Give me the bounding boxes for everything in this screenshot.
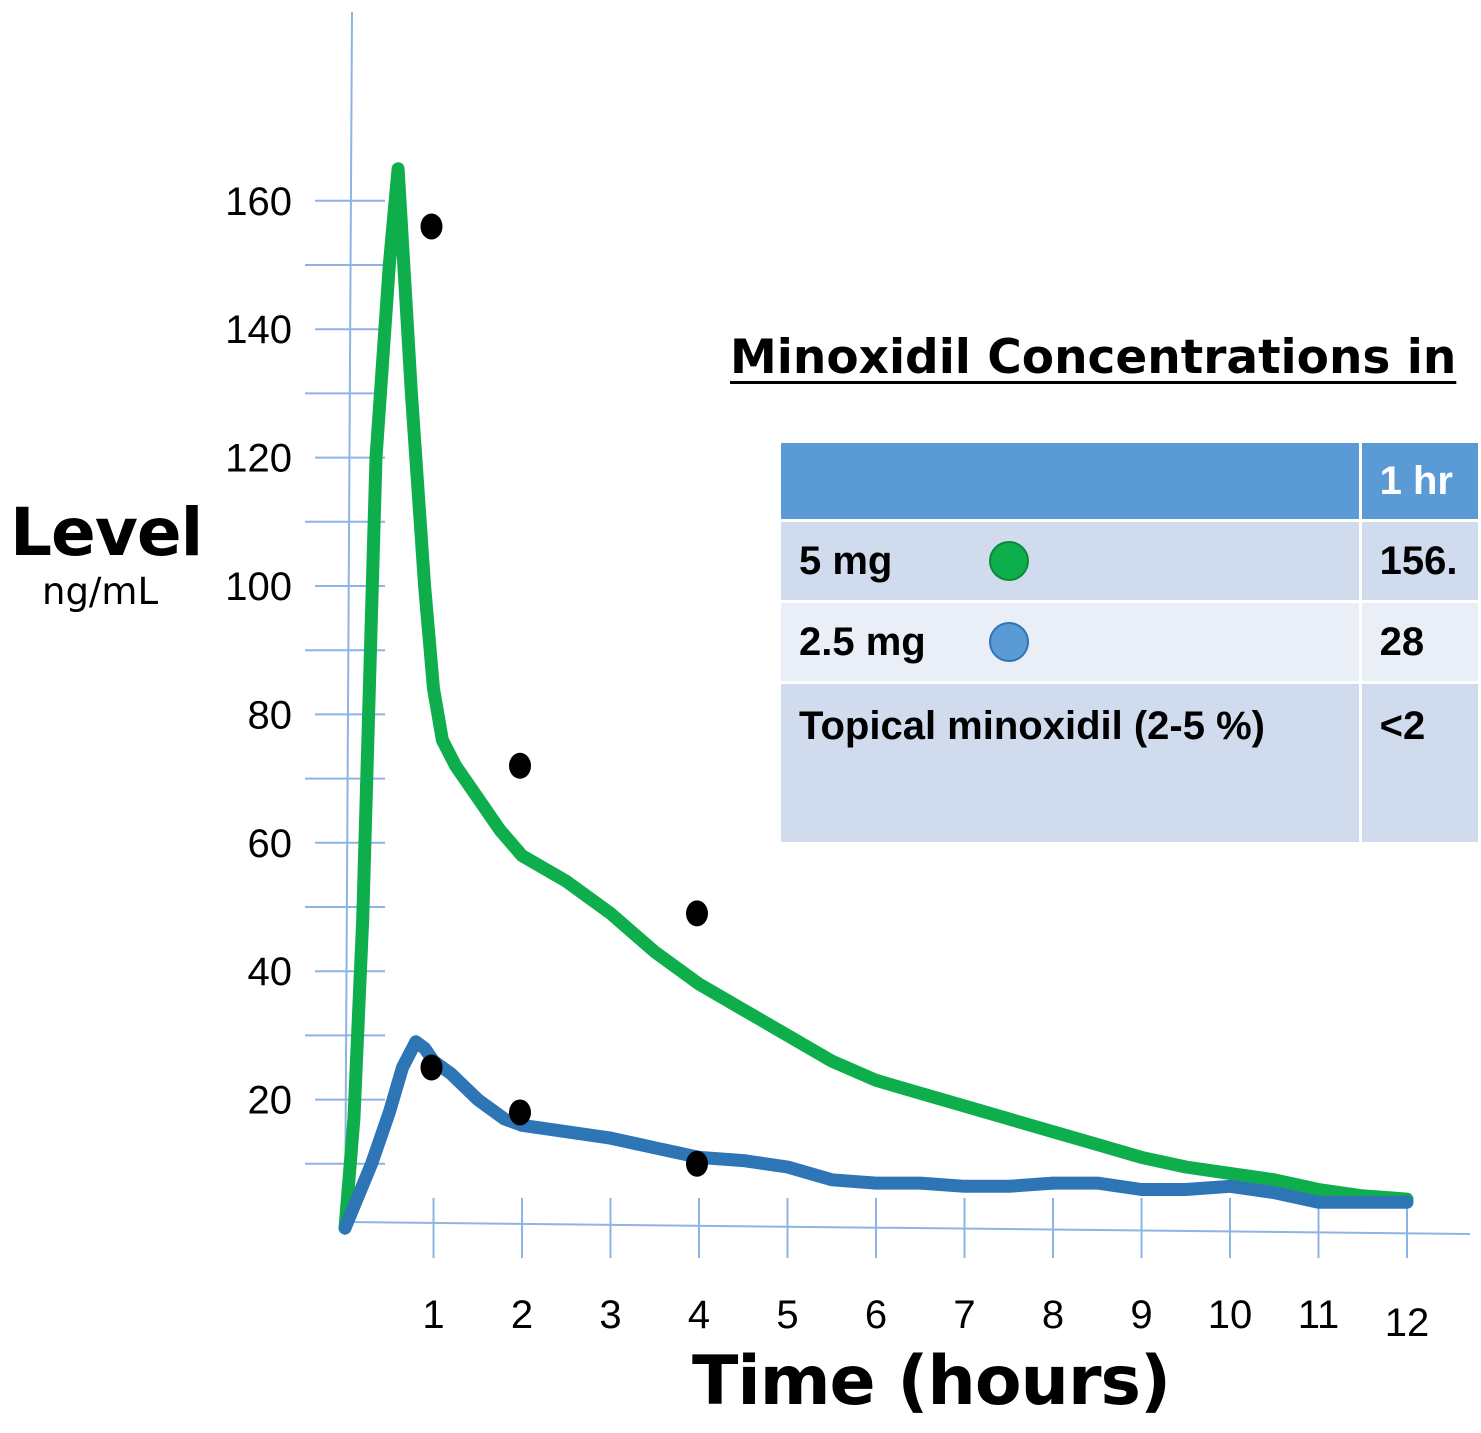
y-tick-label: 120 bbox=[225, 437, 292, 481]
table-row: 2.5 mg 28 bbox=[778, 600, 1481, 684]
chart-measured-points bbox=[420, 213, 708, 1177]
y-axis-line bbox=[344, 11, 353, 1236]
y-axis-label: Level bbox=[10, 494, 203, 571]
measured-point bbox=[686, 1150, 708, 1177]
table-cell-value: <2 bbox=[1358, 681, 1481, 845]
measured-point bbox=[686, 900, 708, 927]
table-title: Minoxidil Concentrations in bbox=[730, 330, 1457, 385]
blue-dot-icon bbox=[989, 622, 1029, 662]
measured-point bbox=[509, 752, 531, 779]
y-axis-unit: ng/mL bbox=[42, 570, 159, 613]
table-cell-value: 28 bbox=[1358, 600, 1481, 684]
y-tick-label: 140 bbox=[225, 308, 292, 352]
table-cell-dose: Topical minoxidil (2-5 %) bbox=[778, 681, 1362, 845]
green-dot-icon bbox=[989, 541, 1029, 581]
measured-point bbox=[509, 1099, 531, 1126]
x-tick-label: 7 bbox=[953, 1293, 975, 1337]
measured-point bbox=[420, 1054, 443, 1081]
x-tick-label: 6 bbox=[865, 1293, 887, 1337]
table-header-row: 1 hr bbox=[778, 440, 1481, 522]
x-tick-label: 10 bbox=[1208, 1293, 1253, 1337]
table-header-dose bbox=[778, 440, 1362, 522]
x-tick-label: 3 bbox=[599, 1293, 621, 1337]
x-tick-label: 11 bbox=[1298, 1293, 1340, 1337]
chart-axes bbox=[344, 11, 1471, 1236]
table-header-1hr: 1 hr bbox=[1358, 440, 1481, 522]
x-tick-label: 9 bbox=[1130, 1293, 1152, 1337]
concentration-table: 1 hr 5 mg 156. 2.5 mg 28 Topical minoxid… bbox=[778, 440, 1481, 845]
series-line-5mg bbox=[338, 162, 1414, 1235]
x-tick-label: 2 bbox=[511, 1293, 533, 1337]
series-line-2-5mg bbox=[338, 1035, 1414, 1235]
y-tick-label: 80 bbox=[248, 693, 293, 737]
chart-series bbox=[338, 162, 1414, 1235]
table-row: 5 mg 156. bbox=[778, 519, 1481, 603]
y-tick-label: 160 bbox=[225, 180, 292, 224]
x-tick-label: 5 bbox=[776, 1293, 798, 1337]
x-tick-label: 8 bbox=[1042, 1293, 1064, 1337]
x-tick-label: 4 bbox=[688, 1293, 710, 1337]
table-cell-dose: 5 mg bbox=[778, 519, 1362, 603]
x-tick-label: 1 bbox=[422, 1293, 444, 1337]
x-axis-line bbox=[344, 1221, 1471, 1235]
x-tick-label: 12 bbox=[1385, 1301, 1430, 1345]
y-tick-label: 20 bbox=[248, 1079, 293, 1123]
y-tick-label: 60 bbox=[248, 822, 293, 866]
dose-label: 2.5 mg bbox=[799, 619, 926, 664]
table-cell-dose: 2.5 mg bbox=[778, 600, 1362, 684]
x-axis-label: Time (hours) bbox=[692, 1342, 1171, 1421]
measured-point bbox=[420, 213, 443, 240]
y-tick-label: 100 bbox=[225, 565, 292, 609]
dose-label: 5 mg bbox=[799, 538, 893, 583]
table-cell-value: 156. bbox=[1358, 519, 1481, 603]
y-tick-label: 40 bbox=[248, 950, 293, 994]
table-row: Topical minoxidil (2-5 %) <2 bbox=[778, 681, 1481, 845]
